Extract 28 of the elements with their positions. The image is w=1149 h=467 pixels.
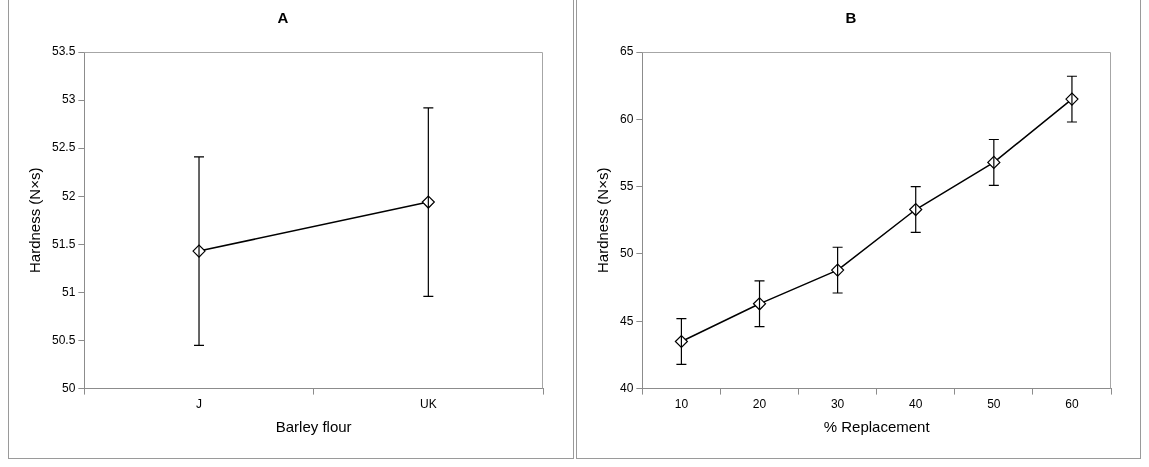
x-tick-label: J [196,397,203,412]
y-axis-title: Hardness (N×s) [593,167,611,274]
chart-title: A [277,9,289,27]
x-tick-label: 40 [908,397,923,412]
x-tick-label: 10 [674,397,688,412]
y-axis-title: Hardness (N×s) [26,167,44,274]
y-tick-label: 51.5 [52,236,76,251]
y-tick-label: 50 [619,246,634,261]
x-axis-title: Barley flour [275,418,352,436]
y-tick-label: 53.5 [52,44,76,59]
y-tick-label: 40 [619,380,634,395]
y-tick-label: 52.5 [52,140,76,155]
x-tick-label: 60 [1064,397,1079,412]
y-tick-label: 50 [62,380,76,395]
y-tick-label: 52 [62,188,76,203]
y-tick-label: 45 [619,313,634,328]
y-tick-label: 65 [619,44,634,59]
y-tick-label: 51 [62,284,76,299]
x-axis-title: % Replacement [823,418,930,436]
x-tick-label: UK [420,397,437,412]
x-tick-label: 50 [986,397,1001,412]
y-tick-label: 55 [619,178,634,193]
y-tick-label: 60 [619,111,634,126]
chart-title: B [845,9,857,27]
x-tick-label: 30 [830,397,845,412]
y-tick-label: 53 [62,92,76,107]
x-tick-label: 20 [752,397,766,412]
y-tick-label: 50.5 [52,332,76,347]
